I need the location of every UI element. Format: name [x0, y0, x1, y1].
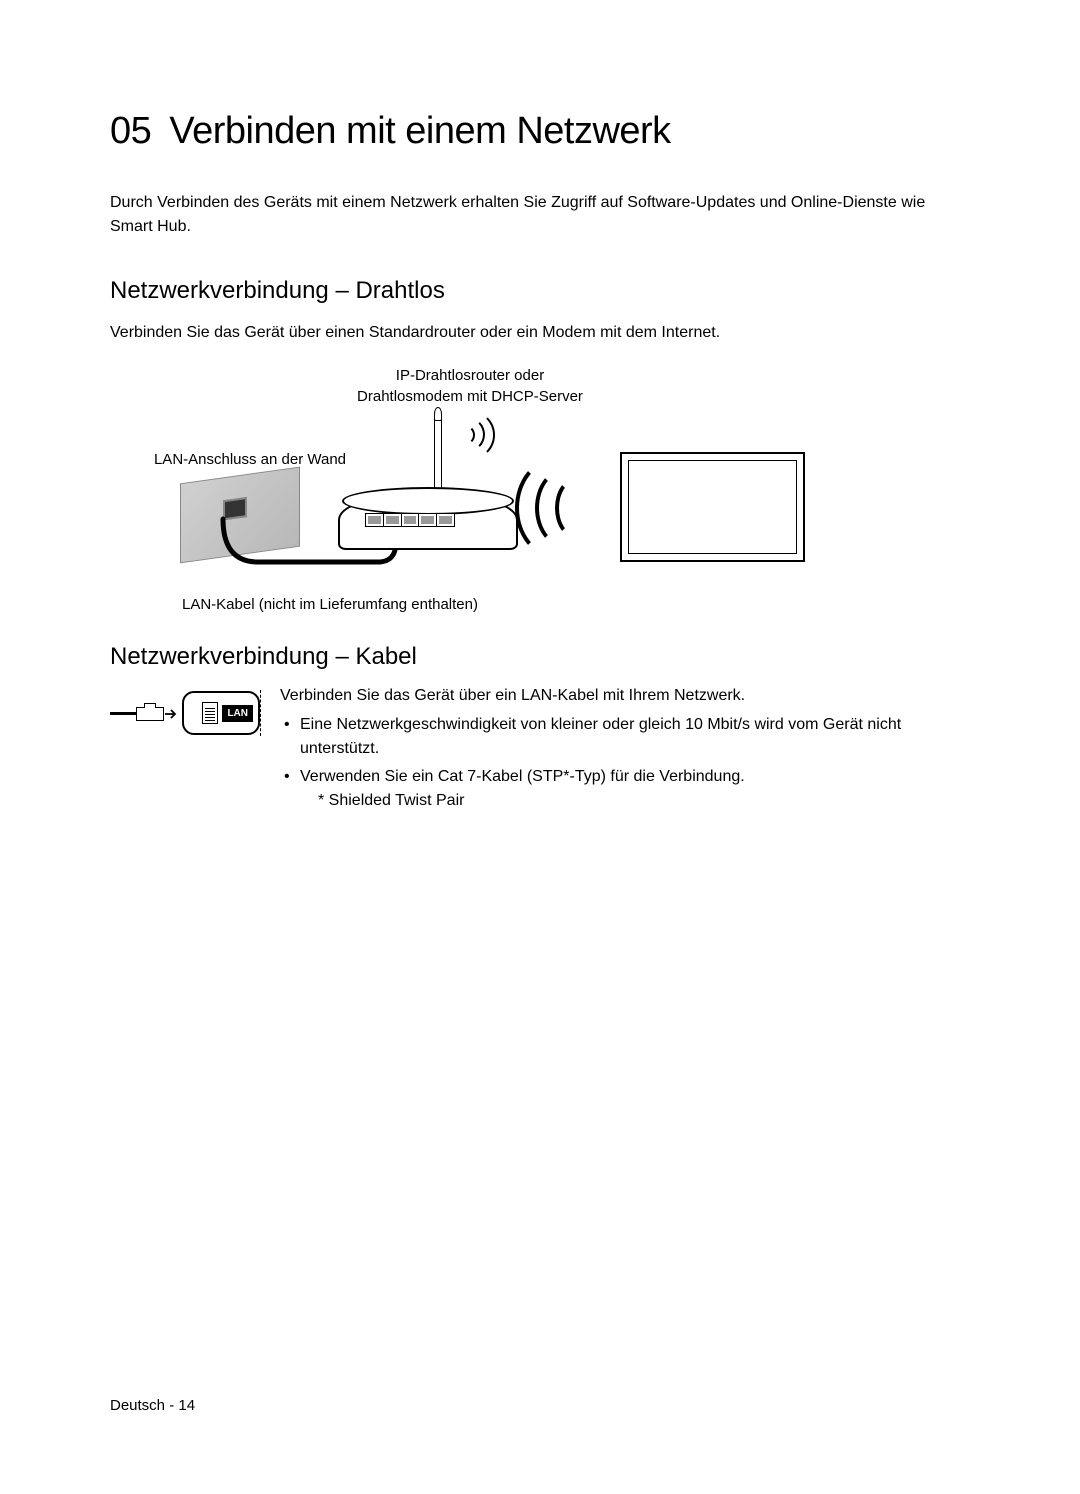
lan-socket-icon — [202, 702, 218, 724]
chapter-number: 05 — [110, 110, 151, 152]
intro-paragraph: Durch Verbinden des Geräts mit einem Net… — [110, 191, 970, 239]
bullet-item: Verwenden Sie ein Cat 7-Kabel (STP*-Typ)… — [280, 765, 970, 813]
lan-port-diagram: LAN — [110, 691, 260, 739]
wall-port-label: LAN-Anschluss an der Wand — [120, 449, 380, 470]
lan-port-box: LAN — [182, 691, 260, 735]
footer-language: Deutsch — [110, 1397, 165, 1414]
cable-intro-text: Verbinden Sie das Gerät über ein LAN-Kab… — [280, 687, 970, 705]
chapter-title: 05 Verbinden mit einem Netzwerk — [110, 110, 970, 153]
bullet-item: Eine Netzwerkgeschwindigkeit von kleiner… — [280, 713, 970, 761]
router-ports-icon — [365, 513, 455, 527]
cable-heading: Netzwerkverbindung – Kabel — [110, 643, 970, 671]
bullet-text: Verwenden Sie ein Cat 7-Kabel (STP*-Typ)… — [300, 768, 745, 785]
cable-bullet-list: Eine Netzwerkgeschwindigkeit von kleiner… — [280, 713, 970, 813]
wireless-heading: Netzwerkverbindung – Drahtlos — [110, 277, 970, 305]
lan-label-badge: LAN — [222, 705, 253, 722]
display-icon — [620, 452, 805, 562]
arrow-right-icon — [165, 707, 179, 721]
rj45-plug-icon — [136, 707, 164, 721]
router-top-icon — [342, 487, 514, 515]
page-footer: Deutsch - 14 — [110, 1397, 195, 1414]
footnote-text: * Shielded Twist Pair — [318, 789, 970, 813]
footer-page: 14 — [178, 1397, 195, 1414]
router-label: IP-Drahtlosrouter oder Drahtlosmodem mit… — [290, 365, 650, 407]
antenna-tip — [434, 407, 442, 421]
chapter-title-text: Verbinden mit einem Netzwerk — [169, 110, 670, 152]
wireless-text: Verbinden Sie das Gerät über einen Stand… — [110, 321, 970, 345]
wireless-diagram: IP-Drahtlosrouter oder Drahtlosmodem mit… — [110, 365, 970, 615]
cable-label: LAN-Kabel (nicht im Lieferumfang enthalt… — [170, 594, 490, 615]
